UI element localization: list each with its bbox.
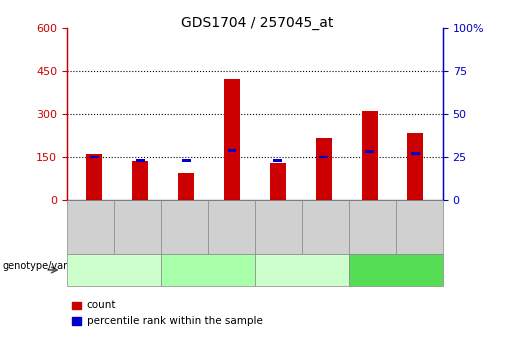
Bar — [411, 152, 420, 155]
Text: percentile rank within the sample: percentile rank within the sample — [87, 316, 263, 326]
Bar — [87, 154, 102, 200]
Bar — [182, 159, 191, 162]
Text: phyA: phyA — [195, 265, 221, 275]
Text: phyB: phyB — [289, 265, 315, 275]
Bar — [270, 163, 286, 200]
Bar — [407, 132, 423, 200]
Bar — [136, 159, 145, 162]
Bar — [316, 138, 332, 200]
Text: GSM66030: GSM66030 — [415, 202, 424, 252]
Text: GDS1704 / 257045_at: GDS1704 / 257045_at — [181, 16, 334, 30]
Bar — [319, 156, 328, 158]
Text: GSM65897: GSM65897 — [133, 202, 142, 252]
Text: GSM65896: GSM65896 — [86, 202, 95, 252]
Bar — [228, 149, 236, 151]
Text: GSM65910: GSM65910 — [321, 202, 330, 252]
Text: genotype/variation: genotype/variation — [3, 261, 95, 271]
Bar — [90, 156, 99, 158]
Bar — [132, 161, 148, 200]
Bar — [273, 159, 282, 162]
Text: GSM66029: GSM66029 — [368, 202, 377, 252]
Text: wild type: wild type — [90, 265, 138, 275]
Bar — [365, 150, 374, 153]
Text: GSM65904: GSM65904 — [274, 202, 283, 252]
Text: GSM65902: GSM65902 — [227, 202, 236, 252]
Bar — [178, 173, 194, 200]
Text: GSM65898: GSM65898 — [180, 202, 189, 252]
Text: count: count — [87, 300, 116, 310]
Text: phyA phyB: phyA phyB — [368, 265, 424, 275]
Bar — [362, 111, 377, 200]
Bar — [224, 79, 240, 200]
